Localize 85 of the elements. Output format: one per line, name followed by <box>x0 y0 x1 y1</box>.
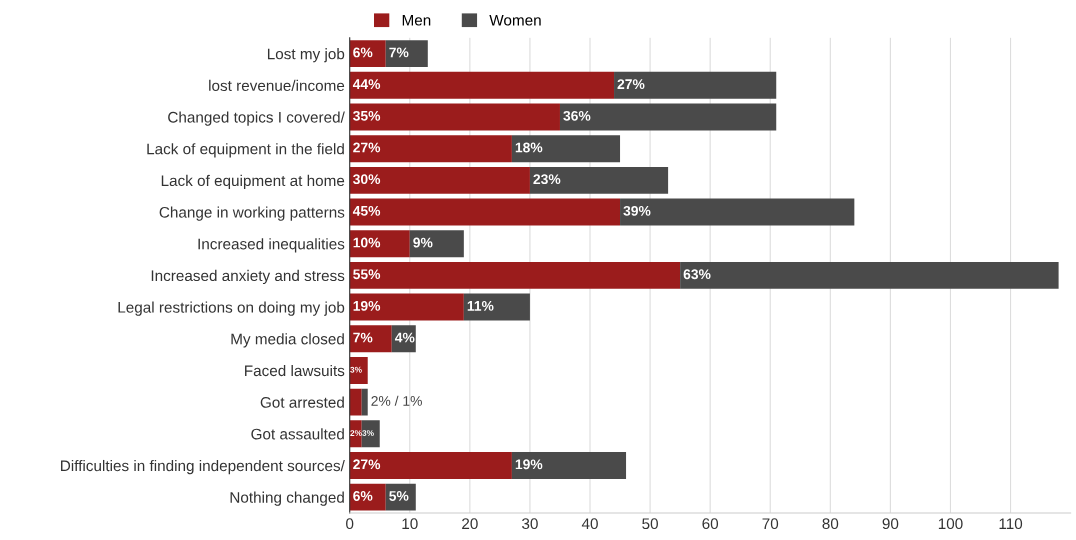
bar <box>361 420 380 448</box>
bar <box>511 135 621 163</box>
bar <box>349 198 621 226</box>
data-label: 27% <box>353 142 381 153</box>
bar <box>349 103 560 131</box>
bar <box>349 230 410 258</box>
bar <box>463 293 530 321</box>
data-label: 55% <box>353 269 381 280</box>
x-tick-label: 80 <box>822 518 839 530</box>
data-label: 27% <box>617 79 645 90</box>
bar <box>349 325 392 353</box>
x-tick-label: 50 <box>642 518 658 530</box>
data-label: 19% <box>515 459 543 470</box>
bar <box>385 40 428 68</box>
y-tick-label: Increased anxiety and stress <box>151 269 345 285</box>
y-tick-label: lost revenue/income <box>209 79 345 92</box>
x-tick-label: 0 <box>346 518 354 530</box>
x-tick-label: 70 <box>762 518 779 530</box>
data-label: 63% <box>683 269 711 280</box>
data-label: 18% <box>515 142 543 153</box>
y-tick-label: Changed topics I covered/ <box>168 111 345 126</box>
bar <box>349 71 615 99</box>
bar <box>349 483 386 511</box>
bar <box>349 135 512 163</box>
x-tick-label: 110 <box>999 518 1023 530</box>
bar <box>620 198 855 226</box>
bar <box>349 356 368 384</box>
data-label: 11% <box>467 301 494 311</box>
bar <box>349 166 530 194</box>
x-tick-label: 10 <box>402 518 418 530</box>
y-tick-label: My media closed <box>231 333 344 348</box>
data-label: 3% <box>362 430 374 437</box>
bar <box>361 388 368 416</box>
x-tick-label: 40 <box>581 518 598 530</box>
x-tick-label: 60 <box>702 518 719 530</box>
y-tick-label: Got assaulted <box>251 428 344 440</box>
bar <box>409 230 464 258</box>
y-tick-label: Faced lawsuits <box>245 364 345 377</box>
bar <box>614 71 777 99</box>
data-label: 3% <box>350 366 362 373</box>
bar <box>349 388 362 416</box>
y-tick-label: Lack of equipment at home <box>161 174 345 190</box>
data-label: 27% <box>353 459 381 470</box>
y-tick-label: Nothing changed <box>230 491 344 506</box>
data-label: 7% <box>353 332 373 343</box>
bar <box>349 293 464 321</box>
data-label: 36% <box>563 110 591 121</box>
y-tick-label: Got arrested <box>260 396 344 408</box>
x-tick-label: 100 <box>938 518 963 530</box>
y-tick-label: Lack of equipment in the field <box>147 143 344 158</box>
legend-label: Men <box>402 14 431 26</box>
data-label: 5% <box>389 491 409 501</box>
data-label: 30% <box>353 174 381 185</box>
y-tick-label: Change in working patterns <box>159 206 345 221</box>
bar <box>349 420 362 448</box>
bar <box>349 452 512 479</box>
data-label: 9% <box>413 237 433 248</box>
data-label: 10% <box>353 237 381 248</box>
bar <box>385 483 416 511</box>
data-label: 35% <box>353 110 381 121</box>
x-tick-label: 90 <box>882 518 899 530</box>
y-tick-label: Legal restrictions on doing my job <box>118 301 345 316</box>
bar <box>349 40 386 68</box>
data-label: 4% <box>394 332 415 343</box>
data-label: 6% <box>353 491 373 501</box>
bar <box>529 166 669 194</box>
legend-label: Women <box>489 14 541 26</box>
data-label: 23% <box>533 174 561 185</box>
data-label: 7% <box>389 47 409 58</box>
data-label: 19% <box>353 300 381 311</box>
data-label: 39% <box>623 205 651 216</box>
x-tick-label: 20 <box>462 518 478 530</box>
data-label: 45% <box>352 205 381 216</box>
bar <box>349 261 681 289</box>
x-tick-label: 30 <box>522 518 538 530</box>
data-label: 44% <box>352 79 381 90</box>
annotation: 2% / 1% <box>371 395 422 406</box>
bar <box>511 452 627 479</box>
y-tick-label: Increased inequalities <box>198 238 345 253</box>
bar <box>680 261 1059 289</box>
bar <box>559 103 777 131</box>
y-tick-label: Lost my job <box>267 48 345 63</box>
data-label: 6% <box>353 47 373 58</box>
data-label: 2% <box>350 430 362 437</box>
y-tick-label: Difficulties in finding independent sources/ <box>61 459 345 475</box>
